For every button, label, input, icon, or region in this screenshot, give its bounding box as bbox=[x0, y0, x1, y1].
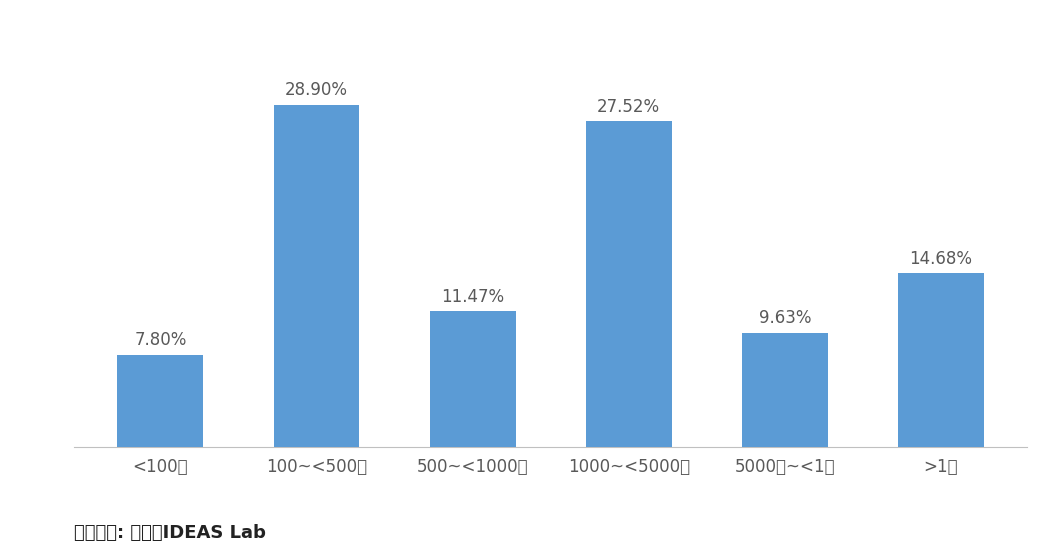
Bar bbox=[898, 273, 984, 447]
Text: 7.80%: 7.80% bbox=[134, 331, 186, 349]
Text: 14.68%: 14.68% bbox=[910, 249, 972, 268]
Bar bbox=[273, 105, 359, 447]
Bar bbox=[586, 121, 671, 447]
Text: 9.63%: 9.63% bbox=[758, 309, 811, 327]
Text: 資料來源: 資策會IDEAS Lab: 資料來源: 資策會IDEAS Lab bbox=[74, 524, 266, 542]
Bar bbox=[742, 333, 828, 447]
Bar bbox=[430, 311, 516, 447]
Text: 27.52%: 27.52% bbox=[597, 97, 661, 116]
Text: 28.90%: 28.90% bbox=[285, 81, 348, 99]
Text: 11.47%: 11.47% bbox=[441, 287, 504, 306]
Bar bbox=[118, 355, 203, 447]
